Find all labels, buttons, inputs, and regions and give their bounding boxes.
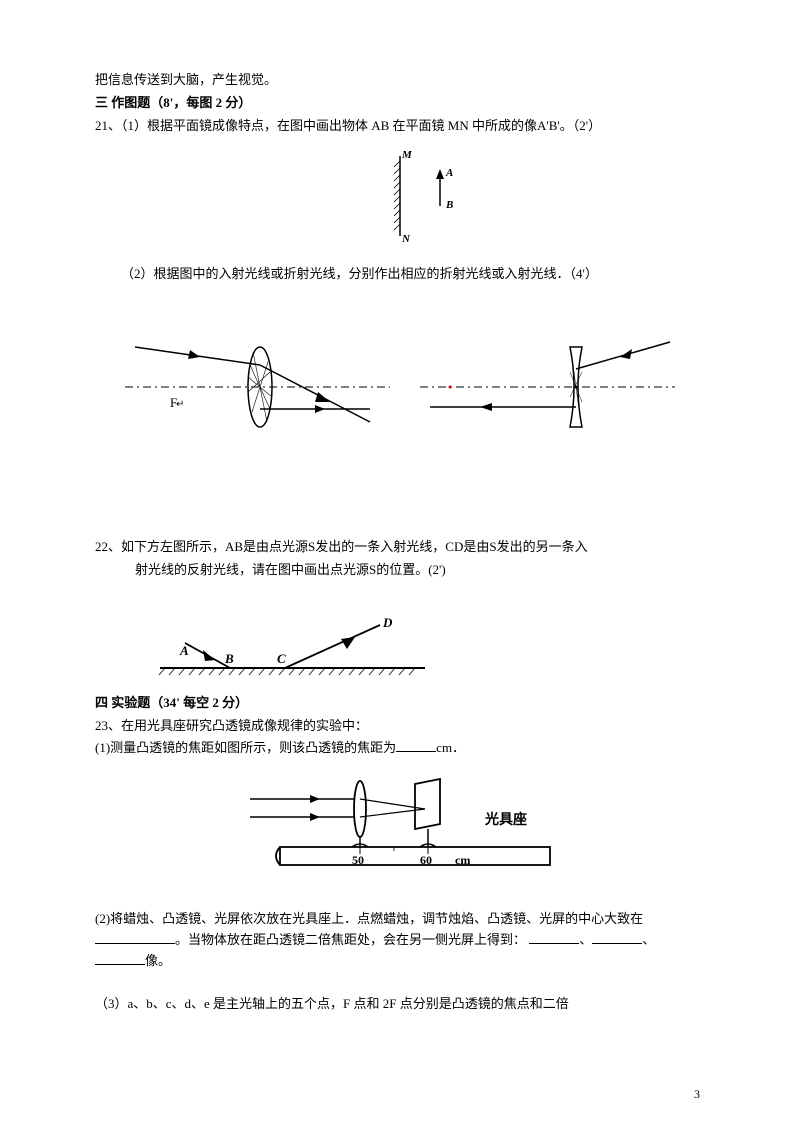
figure-optical-bench: 50 60 cm 光具座 [95,769,705,879]
q23-2-mid: 。当物体放在距凸透镜二倍焦距处，会在另一侧光屏上得到： [175,932,526,947]
q22-text-1: 22、如下方左图所示，AB是由点光源S发出的一条入射光线，CD是由S发出的另一条… [95,537,705,558]
page-content: 把信息传送到大脑，产生视觉。 三 作图题（8'，每图 2 分） 21、（1）根据… [95,70,705,1014]
svg-text:A: A [445,167,453,179]
q23-2-suffix: 像。 [145,953,171,968]
figure-mirror: M N A B [195,146,705,246]
svg-text:50: 50 [352,853,364,867]
svg-text:B: B [224,651,234,666]
blank-img1 [529,943,579,944]
svg-text:60: 60 [420,853,432,867]
svg-text:M: M [401,149,413,161]
q23-1-suffix: cm． [436,740,465,755]
section3-title: 三 作图题（8'，每图 2 分） [95,93,705,114]
q23-2: (2)将蜡烛、凸透镜、光屏依次放在光具座上．点燃蜡烛，调节烛焰、凸透镜、光屏的中… [95,909,705,971]
q23-intro: 23、在用光具座研究凸透镜成像规律的实验中： [95,716,705,737]
q22-text-2: 射光线的反射光线，请在图中画出点光源S的位置。(2') [95,560,705,581]
q23-3: （3）a、b、c、d、e 是主光轴上的五个点，F 点和 2F 点分别是凸透镜的焦… [95,994,705,1015]
figure-lens-pair: F ↵ [95,317,705,447]
svg-text:↵: ↵ [176,399,184,410]
svg-text:N: N [401,233,411,245]
blank-focal [396,751,436,752]
svg-text:B: B [445,199,453,211]
opening-text: 把信息传送到大脑，产生视觉。 [95,70,705,91]
section4-title: 四 实验题（34' 每空 2 分） [95,693,705,714]
blank-center [95,943,175,944]
figure-reflection: A B C D [155,613,705,683]
svg-text:D: D [382,615,393,630]
svg-text:C: C [277,651,286,666]
svg-text:A: A [179,643,189,658]
svg-text:cm: cm [455,853,470,867]
q21-2-text: （2）根据图中的入射光线或折射光线，分别作出相应的折射光线或入射光线．（4'） [95,264,705,285]
blank-img3 [95,964,145,965]
page-number: 3 [694,1087,700,1102]
q23-2-prefix: (2)将蜡烛、凸透镜、光屏依次放在光具座上．点燃蜡烛，调节烛焰、凸透镜、光屏的中… [95,911,643,926]
svg-text:光具座: 光具座 [484,811,527,828]
q23-1: (1)测量凸透镜的焦距如图所示，则该凸透镜的焦距为 cm． [95,738,705,759]
blank-img2 [592,943,642,944]
q21-1-text: 21、（1）根据平面镜成像特点，在图中画出物体 AB 在平面镜 MN 中所成的像… [95,116,705,137]
q23-1-prefix: (1)测量凸透镜的焦距如图所示，则该凸透镜的焦距为 [95,740,396,755]
